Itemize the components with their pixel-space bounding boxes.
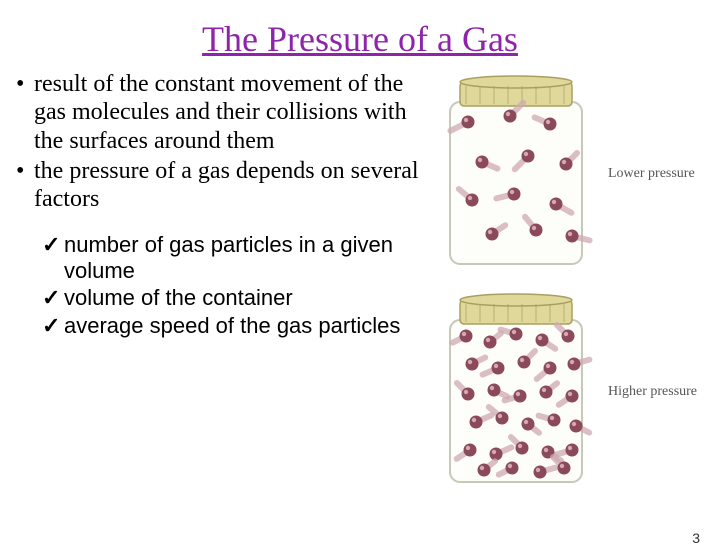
bullet-list: result of the constant movement of the g… bbox=[12, 70, 424, 214]
slide-number: 3 bbox=[692, 530, 700, 546]
check-item: volume of the container bbox=[42, 285, 424, 311]
jar-icon bbox=[432, 74, 600, 274]
content-row: result of the constant movement of the g… bbox=[0, 70, 720, 492]
check-item: number of gas particles in a given volum… bbox=[42, 232, 424, 284]
check-list: number of gas particles in a given volum… bbox=[12, 232, 424, 340]
text-column: result of the constant movement of the g… bbox=[12, 70, 432, 492]
jar-lower-pressure: Lower pressure bbox=[432, 74, 712, 274]
figure-column: Lower pressure Higher pressure bbox=[432, 70, 712, 492]
jar-higher-pressure: Higher pressure bbox=[432, 292, 712, 492]
jar-icon bbox=[432, 292, 600, 492]
bullet-item: result of the constant movement of the g… bbox=[12, 70, 424, 155]
jar-label: Lower pressure bbox=[608, 166, 695, 182]
check-item: average speed of the gas particles bbox=[42, 313, 424, 339]
bullet-item: the pressure of a gas depends on several… bbox=[12, 157, 424, 214]
page-title: The Pressure of a Gas bbox=[0, 18, 720, 60]
jar-label: Higher pressure bbox=[608, 384, 697, 400]
